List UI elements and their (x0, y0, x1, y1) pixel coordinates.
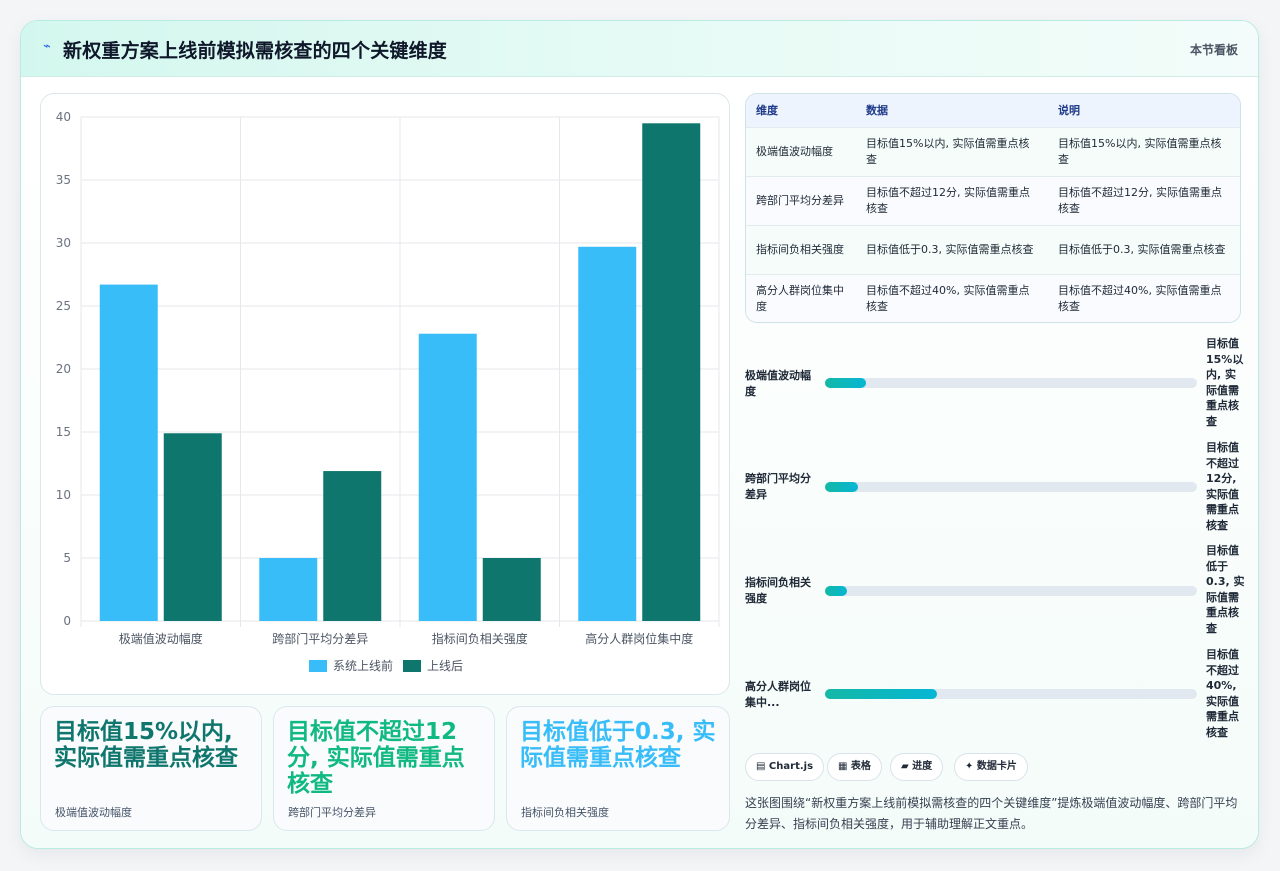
progress-label: 高分人群岗位集中... (745, 680, 811, 709)
chip-label: ▦ 表格 (838, 761, 871, 772)
bar (163, 433, 222, 621)
progress-track (825, 689, 1197, 699)
progress-track (825, 378, 1197, 388)
column-header: 维度 (756, 104, 778, 118)
bar-chart: 0 5 10 15 20 25 30 35 40 极端值波动幅度 跨部门平均分差异 指标间负相关强度 高… (56, 110, 720, 673)
y-tick-label: 10 (56, 488, 71, 502)
chip-label: ✦ 数据卡片 (965, 761, 1017, 772)
bar (259, 558, 318, 621)
table-cell: 目标值15%以内, 实际值需重点核查 (866, 136, 1030, 166)
progress-track (825, 586, 1197, 596)
progress-value: 目标值不超过12分, 实际值需重点核查 (1206, 441, 1239, 532)
y-tick-label: 5 (63, 551, 71, 565)
kpi-label: 指标间负相关强度 (521, 806, 609, 819)
kpi-value: 目标值低于0.3, 实际值需重点核查 (520, 719, 716, 771)
chart-bolt-icon: ⌁ (43, 39, 51, 54)
progress-label: 跨部门平均分差异 (745, 472, 811, 501)
table-cell: 目标值低于0.3, 实际值需重点核查 (1058, 242, 1226, 256)
section-board-label: 本节看板 (1189, 43, 1238, 57)
legend-swatch (403, 660, 421, 672)
table-cell: 高分人群岗位集中度 (756, 283, 844, 313)
chip-data-cards[interactable]: ✦ 数据卡片 (954, 753, 1028, 781)
chip-progress[interactable]: ▰ 进度 (890, 753, 944, 781)
table-cell: 目标值不超过40%, 实际值需重点核查 (866, 283, 1030, 313)
bar (418, 333, 477, 621)
y-tick-label: 35 (56, 173, 71, 187)
chip-label: ▰ 进度 (901, 761, 933, 772)
progress-row: 高分人群岗位集中... 目标值不超过40%, 实际值需重点核查 (745, 647, 1245, 751)
y-tick-label: 20 (56, 362, 71, 376)
progress-fill (825, 586, 848, 596)
kpi-card: 目标值15%以内, 实际值需重点核查 极端值波动幅度 (40, 706, 262, 831)
dimension-table: 维度 数据 说明 极端值波动幅度 目标值15%以内, 实际值需重点核查 目标值1… (745, 93, 1241, 323)
legend-label: 系统上线前 (333, 658, 393, 673)
bar (323, 471, 382, 621)
chip-label: ▤ Chart.js (756, 761, 814, 772)
bar (642, 123, 701, 622)
table-cell: 跨部门平均分差异 (756, 193, 844, 207)
kpi-card: 目标值不超过12分, 实际值需重点核查 跨部门平均分差异 (273, 706, 495, 831)
table-row: 指标间负相关强度 目标值低于0.3, 实际值需重点核查 目标值低于0.3, 实际… (746, 225, 1240, 274)
table-cell: 目标值不超过12分, 实际值需重点核查 (866, 185, 1030, 215)
table-cell: 目标值低于0.3, 实际值需重点核查 (866, 242, 1034, 256)
kpi-value: 目标值15%以内, 实际值需重点核查 (54, 719, 238, 771)
kpi-value: 目标值不超过12分, 实际值需重点核查 (287, 719, 465, 797)
table-cell: 目标值不超过40%, 实际值需重点核查 (1058, 283, 1222, 313)
progress-row: 极端值波动幅度 目标值15%以内, 实际值需重点核查 (745, 336, 1245, 440)
table-cell: 目标值15%以内, 实际值需重点核查 (1058, 136, 1222, 166)
kpi-label: 极端值波动幅度 (55, 806, 132, 819)
table-cell: 目标值不超过12分, 实际值需重点核查 (1058, 185, 1222, 215)
column-header: 说明 (1058, 104, 1080, 118)
x-tick-label: 跨部门平均分差异 (272, 631, 368, 646)
x-tick-label: 高分人群岗位集中度 (585, 631, 693, 646)
table-header-row: 维度 数据 说明 (746, 94, 1240, 127)
kpi-label: 跨部门平均分差异 (288, 806, 376, 819)
progress-label: 极端值波动幅度 (745, 369, 811, 398)
progress-row: 跨部门平均分差异 目标值不超过12分, 实际值需重点核查 (745, 440, 1245, 544)
bar (578, 246, 637, 621)
chip-chartjs[interactable]: ▤ Chart.js (745, 753, 825, 781)
chart-description: 这张图围绕“新权重方案上线前模拟需核查的四个关键维度”提炼极端值波动幅度、跨部门… (745, 796, 1238, 831)
legend-label: 上线后 (427, 659, 463, 673)
kpi-card: 目标值低于0.3, 实际值需重点核查 指标间负相关强度 (506, 706, 730, 831)
dashboard-card: ⌁ 新权重方案上线前模拟需核查的四个关键维度 本节看板 0 5 10 15 20 25 30… (20, 20, 1259, 849)
progress-value: 目标值15%以内, 实际值需重点核查 (1206, 337, 1244, 428)
bar (482, 558, 541, 621)
y-tick-label: 0 (63, 614, 71, 628)
progress-label: 指标间负相关强度 (745, 576, 811, 605)
bar-chart-panel: 0 5 10 15 20 25 30 35 40 极端值波动幅度 跨部门平均分差异 指标间负相关强度 高… (40, 93, 730, 695)
progress-value: 目标值不超过40%, 实际值需重点核查 (1206, 648, 1239, 739)
progress-fill (825, 482, 859, 492)
progress-value: 目标值低于0.3, 实际值需重点核查 (1206, 544, 1245, 635)
chip-table[interactable]: ▦ 表格 (827, 753, 882, 781)
header-bar: ⌁ 新权重方案上线前模拟需核查的四个关键维度 本节看板 (21, 21, 1258, 77)
legend-swatch (309, 660, 327, 672)
table-row: 高分人群岗位集中度 目标值不超过40%, 实际值需重点核查 目标值不超过40%,… (746, 274, 1240, 322)
progress-fill (825, 378, 866, 388)
y-tick-label: 15 (56, 425, 71, 439)
table-row: 跨部门平均分差异 目标值不超过12分, 实际值需重点核查 目标值不超过12分, … (746, 176, 1240, 225)
y-tick-label: 25 (56, 299, 71, 313)
progress-row: 指标间负相关强度 目标值低于0.3, 实际值需重点核查 (745, 543, 1245, 647)
y-tick-label: 30 (56, 236, 71, 250)
table-cell: 极端值波动幅度 (756, 144, 833, 158)
page-title: 新权重方案上线前模拟需核查的四个关键维度 (63, 40, 448, 62)
table-cell: 指标间负相关强度 (756, 242, 844, 256)
x-tick-label: 指标间负相关强度 (432, 631, 528, 646)
table-row: 极端值波动幅度 目标值15%以内, 实际值需重点核查 目标值15%以内, 实际值… (746, 127, 1240, 176)
progress-fill (825, 689, 937, 699)
column-header: 数据 (866, 104, 888, 118)
y-tick-label: 40 (56, 110, 71, 124)
progress-track (825, 482, 1197, 492)
x-tick-label: 极端值波动幅度 (119, 631, 203, 646)
bar (99, 284, 158, 621)
